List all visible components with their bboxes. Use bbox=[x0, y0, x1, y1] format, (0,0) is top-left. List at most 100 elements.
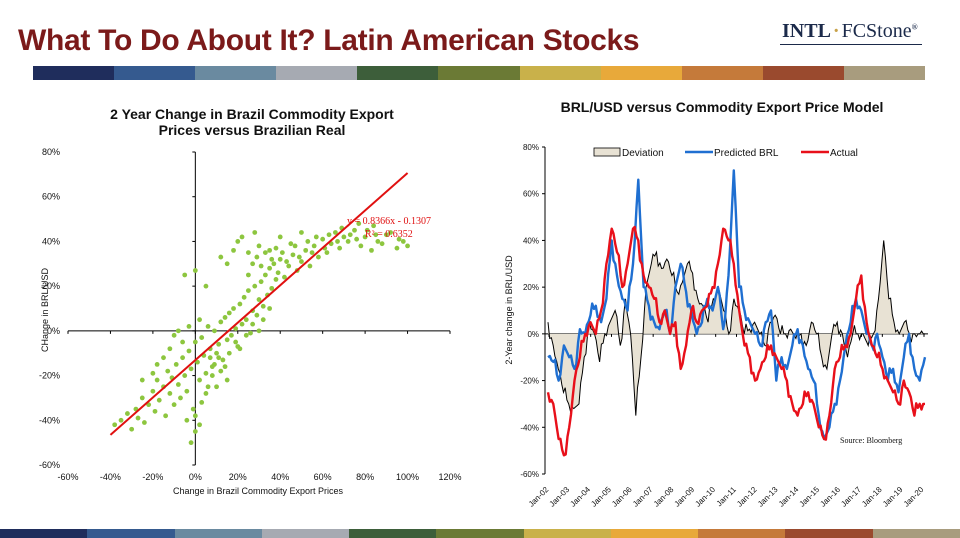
scatter-point bbox=[362, 234, 368, 240]
line-y-tick-label: -60% bbox=[520, 470, 539, 479]
scatter-point bbox=[256, 297, 262, 302]
scatter-point bbox=[292, 243, 298, 249]
scatter-point bbox=[209, 364, 215, 370]
scatter-point bbox=[175, 382, 181, 387]
line-y-tick-label: 60% bbox=[523, 190, 539, 199]
scatter-point bbox=[154, 377, 160, 383]
trend-r-squared: R² = 0.6352 bbox=[365, 229, 413, 240]
scatter-point bbox=[171, 332, 177, 338]
scatter-point bbox=[203, 391, 209, 396]
scatter-point bbox=[229, 332, 234, 338]
scatter-x-tick-label: -60% bbox=[57, 472, 78, 482]
scatter-point bbox=[233, 339, 239, 345]
line-y-tick-label: 80% bbox=[523, 143, 539, 152]
scatter-point bbox=[237, 301, 243, 307]
scatter-point bbox=[277, 256, 283, 262]
scatter-point bbox=[125, 411, 130, 416]
scatter-x-tick-label: -20% bbox=[142, 472, 163, 482]
line-x-tick-label: Jan-19 bbox=[881, 485, 905, 509]
logo-separator: · bbox=[832, 20, 840, 42]
scatter-point bbox=[150, 370, 156, 376]
scatter-point bbox=[218, 254, 224, 260]
line-chart-title: BRL/USD versus Commodity Export Price Mo… bbox=[561, 99, 884, 115]
footer-band-segment bbox=[87, 529, 175, 538]
scatter-point bbox=[248, 330, 253, 336]
scatter-point bbox=[267, 265, 273, 271]
line-chart-y-label: 2-Year change in BRL/USD bbox=[504, 255, 514, 365]
line-chart-legend: Deviation Predicted BRL Actual bbox=[593, 147, 858, 159]
footer-band-segment bbox=[0, 529, 88, 538]
scatter-point bbox=[337, 245, 343, 251]
scatter-point bbox=[192, 429, 198, 434]
legend-actual-label: Actual bbox=[830, 148, 858, 159]
scatter-point bbox=[282, 274, 287, 280]
scatter-point bbox=[203, 283, 209, 289]
scatter-x-tick-label: 60% bbox=[314, 472, 332, 482]
scatter-point bbox=[233, 326, 239, 332]
scatter-point bbox=[305, 239, 311, 244]
line-x-tick-label: Jan-09 bbox=[673, 485, 697, 509]
scatter-point bbox=[197, 422, 202, 428]
scatter-point bbox=[184, 388, 190, 394]
footer-band-segment bbox=[261, 529, 350, 538]
color-band-segment bbox=[600, 66, 682, 80]
scatter-point bbox=[112, 422, 118, 428]
scatter-x-tick-label: 20% bbox=[229, 472, 247, 482]
scatter-point bbox=[201, 353, 207, 358]
scatter-point bbox=[184, 417, 190, 423]
predicted-brl-line bbox=[547, 169, 927, 441]
scatter-point bbox=[207, 355, 213, 361]
scatter-point bbox=[173, 361, 179, 367]
scatter-point bbox=[284, 259, 289, 264]
line-x-tick-label: Jan-15 bbox=[798, 485, 822, 509]
scatter-point bbox=[212, 361, 217, 367]
scatter-point bbox=[139, 395, 145, 401]
scatter-point bbox=[180, 355, 186, 361]
scatter-point bbox=[182, 272, 188, 278]
scatter-point bbox=[322, 245, 328, 251]
logo-underline bbox=[780, 44, 922, 45]
scatter-point bbox=[260, 317, 266, 323]
line-x-tick-label: Jan-12 bbox=[735, 485, 759, 509]
scatter-point bbox=[354, 236, 360, 242]
scatter-point bbox=[339, 225, 345, 231]
scatter-point bbox=[169, 375, 175, 381]
footer-band-segment bbox=[174, 529, 262, 538]
scatter-point bbox=[405, 243, 410, 249]
scatter-x-tick-label: 0% bbox=[189, 472, 202, 482]
color-band-segment bbox=[762, 66, 844, 80]
scatter-point bbox=[326, 232, 332, 238]
scatter-point bbox=[256, 328, 262, 334]
scatter-point bbox=[369, 247, 374, 253]
scatter-point bbox=[333, 230, 338, 235]
scatter-point bbox=[388, 230, 393, 235]
scatter-point bbox=[212, 328, 217, 334]
scatter-point bbox=[139, 377, 145, 383]
scatter-point bbox=[226, 350, 232, 356]
scatter-title-line2: Prices versus Brazilian Real bbox=[159, 122, 346, 138]
scatter-point bbox=[364, 227, 370, 233]
scatter-point bbox=[273, 245, 279, 251]
scatter-point bbox=[245, 272, 251, 278]
line-x-tick-label: Jan-08 bbox=[652, 485, 676, 509]
line-x-tick-label: Jan-05 bbox=[589, 485, 613, 509]
scatter-point bbox=[243, 332, 249, 338]
scatter-point bbox=[309, 250, 315, 256]
scatter-point bbox=[262, 250, 268, 256]
scatter-point bbox=[269, 285, 275, 291]
scatter-point bbox=[224, 261, 230, 267]
source-note: Source: Bloomberg bbox=[840, 436, 902, 445]
scatter-point bbox=[163, 413, 169, 419]
scatter-point bbox=[220, 357, 226, 363]
scatter-y-tick-label: 40% bbox=[42, 236, 60, 246]
scatter-point bbox=[180, 339, 186, 345]
scatter-point bbox=[239, 321, 245, 327]
scatter-point bbox=[146, 402, 152, 408]
scatter-x-tick-label: 120% bbox=[438, 472, 461, 482]
scatter-y-label: CHange in BRL/USD bbox=[40, 267, 50, 352]
deviation-area bbox=[548, 240, 925, 416]
scatter-point bbox=[371, 223, 376, 229]
scatter-point bbox=[216, 355, 222, 361]
scatter-point bbox=[226, 310, 232, 316]
